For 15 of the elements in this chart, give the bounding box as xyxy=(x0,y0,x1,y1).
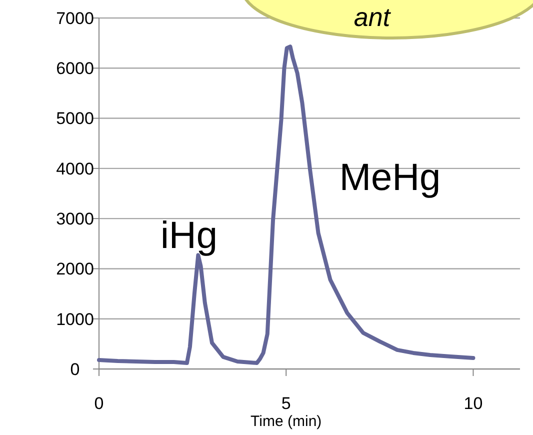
y-tick-label: 0 xyxy=(70,360,80,379)
annotation: iHg xyxy=(160,215,218,257)
y-tick-label: 1000 xyxy=(56,310,94,329)
y-tick-label: 5000 xyxy=(56,109,94,128)
line-series xyxy=(97,44,476,365)
x-axis-title: Time (min) xyxy=(250,413,322,430)
y-tick-label: 7000 xyxy=(56,8,94,28)
y-tick-label: 6000 xyxy=(56,59,94,78)
x-tick-label: 5 xyxy=(281,394,291,413)
y-tick-label: 3000 xyxy=(56,210,94,229)
annotation: ant xyxy=(354,2,392,32)
x-tick-label: 10 xyxy=(464,394,483,413)
annotation: MeHg xyxy=(339,157,441,199)
y-tick-label: 2000 xyxy=(56,260,94,279)
y-tick-label: 4000 xyxy=(56,159,94,178)
